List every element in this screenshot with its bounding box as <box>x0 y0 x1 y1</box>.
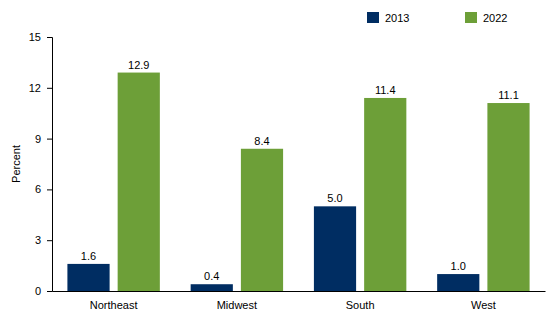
legend-label: 2022 <box>483 12 507 24</box>
x-tick-label: South <box>346 299 375 311</box>
y-tick-label: 0 <box>35 285 41 297</box>
y-tick: 15 <box>29 31 52 43</box>
x-tick-label: Northeast <box>90 299 138 311</box>
bar <box>437 274 479 291</box>
data-labels: 1.6 0.4 5.0 1.0 12.9 8.4 11.4 11.1 <box>81 59 519 283</box>
y-tick: 12 <box>29 82 52 94</box>
y-tick-mark <box>47 139 52 140</box>
x-tick: Northeast <box>90 299 138 311</box>
y-tick-label: 6 <box>35 183 41 195</box>
legend-swatch <box>465 12 477 23</box>
data-label: 1.6 <box>81 250 96 262</box>
x-tick: West <box>471 299 496 311</box>
plot: 1.6 0.4 5.0 1.0 12.9 8.4 11.4 11.1 0 3 6 9 12 15 North… <box>29 31 546 311</box>
x-tick-label: Midwest <box>217 299 257 311</box>
data-label: 8.4 <box>254 135 269 147</box>
bar <box>241 149 283 291</box>
y-tick-mark <box>47 37 52 38</box>
data-label: 11.4 <box>375 84 396 96</box>
legend: 2013 2022 <box>367 12 507 24</box>
y-axis-line <box>47 38 53 292</box>
data-label: 5.0 <box>327 192 342 204</box>
bar <box>364 98 406 291</box>
legend-swatch <box>367 12 379 23</box>
y-tick: 3 <box>35 234 52 246</box>
y-tick-mark <box>47 189 52 190</box>
bar <box>191 284 233 291</box>
bar <box>118 73 160 291</box>
y-tick-mark <box>47 291 52 292</box>
x-tick-label: West <box>471 299 496 311</box>
y-tick-mark <box>47 240 52 241</box>
data-label: 11.1 <box>498 89 519 101</box>
data-label: 12.9 <box>128 59 149 71</box>
chart: 1.6 0.4 5.0 1.0 12.9 8.4 11.4 11.1 0 3 6 9 12 15 North… <box>0 0 560 323</box>
x-axis-line <box>53 291 546 292</box>
bar <box>67 264 109 291</box>
y-axis-title: Percent <box>10 145 22 183</box>
bar <box>487 103 529 291</box>
y-tick-mark <box>47 88 52 89</box>
y-tick-label: 9 <box>35 133 41 145</box>
y-tick-label: 12 <box>29 82 41 94</box>
y-tick: 0 <box>35 285 52 297</box>
y-tick: 6 <box>35 183 52 195</box>
x-axis: Northeast Midwest South West <box>53 292 546 311</box>
data-label: 1.0 <box>451 260 466 272</box>
x-tick: South <box>346 299 375 311</box>
data-label: 0.4 <box>204 270 219 282</box>
bars <box>67 73 529 291</box>
x-tick: Midwest <box>217 299 257 311</box>
y-axis: 0 3 6 9 12 15 <box>29 31 53 297</box>
y-tick: 9 <box>35 133 52 145</box>
legend-label: 2013 <box>385 12 409 24</box>
bar <box>314 206 356 291</box>
y-tick-label: 3 <box>35 234 41 246</box>
y-tick-label: 15 <box>29 31 41 43</box>
